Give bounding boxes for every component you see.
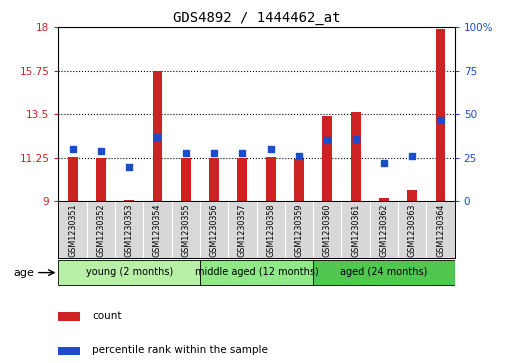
Point <box>352 136 360 142</box>
Text: GSM1230353: GSM1230353 <box>124 203 134 257</box>
Point <box>380 160 388 166</box>
Text: aged (24 months): aged (24 months) <box>340 267 428 277</box>
Text: GSM1230358: GSM1230358 <box>266 203 275 257</box>
Text: GSM1230356: GSM1230356 <box>210 203 218 257</box>
Point <box>153 134 162 140</box>
Point <box>210 150 218 156</box>
Point <box>125 164 133 170</box>
Bar <box>58 312 80 321</box>
Title: GDS4892 / 1444462_at: GDS4892 / 1444462_at <box>173 11 340 25</box>
FancyBboxPatch shape <box>58 260 200 285</box>
Point <box>323 138 331 143</box>
Text: GSM1230364: GSM1230364 <box>436 203 445 257</box>
Text: percentile rank within the sample: percentile rank within the sample <box>92 345 268 355</box>
Text: GSM1230355: GSM1230355 <box>181 203 190 257</box>
Text: GSM1230361: GSM1230361 <box>351 203 360 257</box>
Bar <box>266 157 276 201</box>
Bar <box>96 158 106 201</box>
Text: GSM1230363: GSM1230363 <box>408 203 417 257</box>
Text: young (2 months): young (2 months) <box>85 267 173 277</box>
Bar <box>294 159 304 201</box>
Bar <box>435 29 446 201</box>
Bar <box>379 197 389 201</box>
Point <box>97 148 105 154</box>
Point <box>238 150 246 156</box>
Bar <box>237 158 247 201</box>
Bar <box>181 158 190 201</box>
FancyBboxPatch shape <box>200 260 313 285</box>
Text: GSM1230354: GSM1230354 <box>153 203 162 257</box>
Text: GSM1230360: GSM1230360 <box>323 203 332 257</box>
Bar <box>124 200 134 201</box>
Point <box>408 153 416 159</box>
Bar <box>58 347 80 355</box>
Text: GSM1230351: GSM1230351 <box>68 203 77 257</box>
Bar <box>323 116 332 201</box>
Text: middle aged (12 months): middle aged (12 months) <box>195 267 319 277</box>
Text: count: count <box>92 311 121 321</box>
Bar <box>68 157 78 201</box>
Bar <box>152 71 163 201</box>
Text: GSM1230362: GSM1230362 <box>379 203 389 257</box>
Point <box>267 146 275 152</box>
Bar <box>407 190 417 201</box>
Text: GSM1230359: GSM1230359 <box>295 203 303 257</box>
Text: age: age <box>14 268 35 278</box>
FancyBboxPatch shape <box>313 260 455 285</box>
Point <box>295 153 303 159</box>
Text: GSM1230357: GSM1230357 <box>238 203 247 257</box>
Point <box>182 150 190 156</box>
Point <box>69 146 77 152</box>
Bar <box>209 158 219 201</box>
Point <box>436 117 444 122</box>
Bar <box>351 113 361 201</box>
Text: GSM1230352: GSM1230352 <box>97 203 105 257</box>
